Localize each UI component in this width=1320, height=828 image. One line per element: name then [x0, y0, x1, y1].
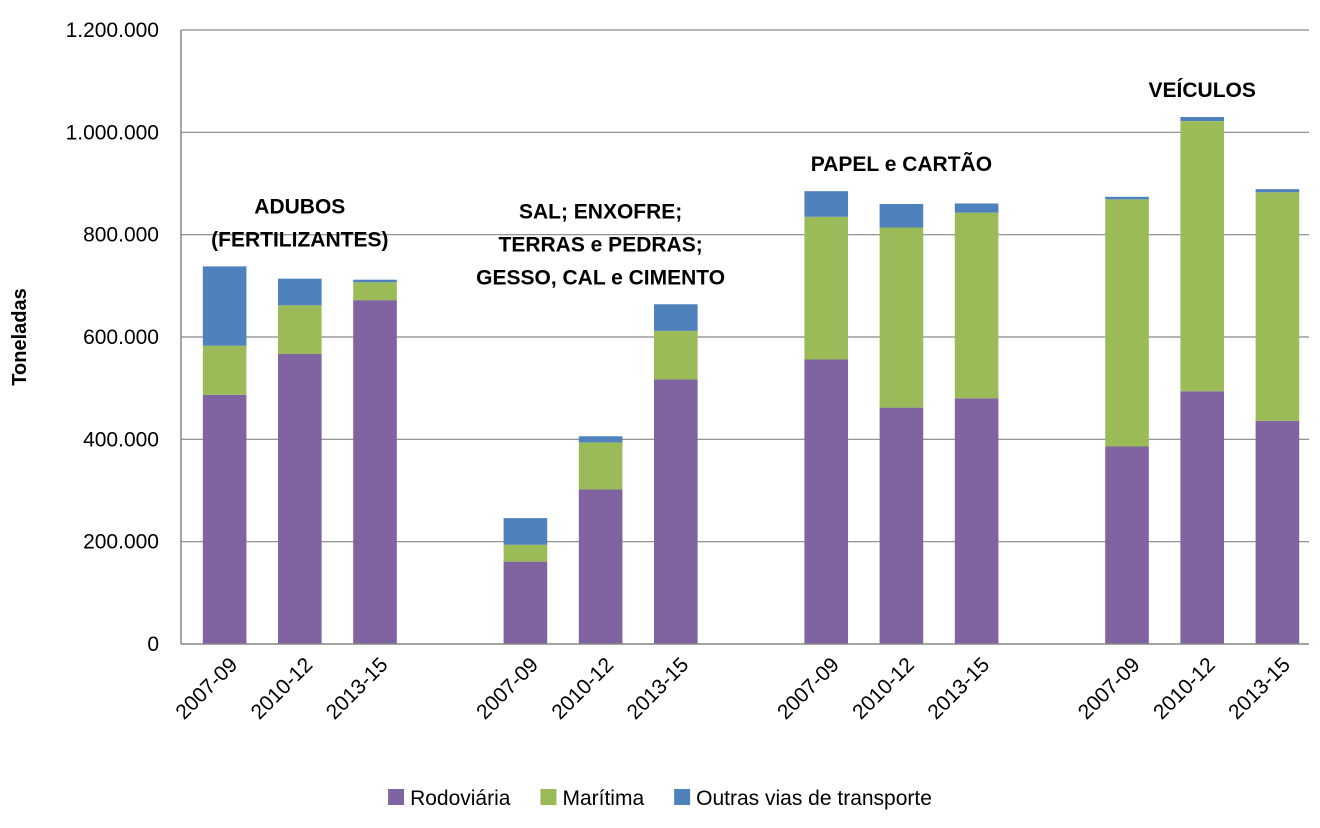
x-tick-label: 2013-15: [1224, 653, 1295, 724]
y-tick-label: 800.000: [83, 224, 159, 247]
legend-label-outras-vias-de-transporte: Outras vias de transporte: [696, 787, 932, 810]
group-label-line: VEÍCULOS: [1149, 79, 1256, 102]
group-label-line: (FERTILIZANTES): [211, 228, 388, 251]
bar-rodoviaria-2007-09: [1105, 446, 1149, 644]
bar-rodoviaria-2007-09: [202, 394, 247, 644]
bar-rodoviaria-2013-15: [353, 300, 397, 644]
bar-rodoviaria-2013-15: [1255, 420, 1300, 644]
x-tick-label: 2013-15: [923, 653, 994, 724]
y-tick-label: 0: [147, 633, 159, 656]
group-label-line: SAL; ENXOFRE;: [519, 200, 682, 223]
y-tick-label: 400.000: [83, 428, 159, 451]
x-tick-label: 2010-12: [547, 653, 618, 724]
x-tick-label: 2007-09: [773, 653, 844, 724]
group-label-line: GESSO, CAL e CIMENTO: [476, 266, 725, 289]
bar-outras-vias-de-transporte-2013-15: [353, 279, 397, 283]
bar-rodoviaria-2010-12: [278, 353, 322, 644]
bar-outras-vias-de-transporte-2013-15: [654, 304, 698, 331]
bar-maritima-2013-15: [654, 330, 698, 380]
bar-outras-vias-de-transporte-2010-12: [578, 436, 623, 443]
x-tick-label: 2010-12: [247, 653, 318, 724]
bar-maritima-2007-09: [503, 544, 548, 562]
x-tick-label: 2013-15: [322, 653, 393, 724]
bar-maritima-2013-15: [353, 282, 397, 301]
bar-outras-vias-de-transporte-2007-09: [202, 266, 247, 346]
y-tick-label: 1.200.000: [66, 19, 159, 42]
legend-swatch-maritima: [540, 789, 557, 805]
bar-rodoviaria-2007-09: [804, 359, 849, 644]
bar-rodoviaria-2013-15: [954, 398, 999, 644]
bar-maritima-2010-12: [1180, 121, 1225, 392]
bar-maritima-2010-12: [278, 305, 322, 354]
bar-maritima-2010-12: [879, 227, 924, 408]
bar-rodoviaria-2010-12: [578, 489, 623, 644]
x-tick-label: 2007-09: [171, 653, 242, 724]
group-label-line: PAPEL e CARTÃO: [811, 153, 992, 176]
bar-outras-vias-de-transporte-2013-15: [954, 203, 999, 213]
group-labels: ADUBOS (FERTILIZANTES) SAL; ENXOFRE; TERRAS…: [211, 79, 1256, 289]
y-tick-label: 1.000.000: [66, 121, 159, 144]
bar-rodoviaria-2007-09: [503, 561, 548, 644]
x-tick-label: 2007-09: [1074, 653, 1145, 724]
bar-rodoviaria-2010-12: [879, 407, 924, 644]
x-tick-label: 2010-12: [1149, 653, 1220, 724]
y-tick-labels: 0 200.000 400.000 600.000 800.000 1.000.000 1.…: [66, 19, 159, 656]
x-tick-label: 2007-09: [472, 653, 543, 724]
legend: Rodoviária Marítima Outras vias de transpo…: [388, 787, 932, 810]
group-label-line: TERRAS e PEDRAS;: [499, 233, 703, 256]
y-axis-title: Toneladas: [9, 288, 31, 385]
y-tick-label: 200.000: [83, 531, 159, 554]
bar-outras-vias-de-transporte-2010-12: [278, 278, 322, 306]
legend-label-maritima: Marítima: [562, 787, 644, 810]
bar-maritima-2007-09: [202, 345, 247, 395]
bar-rodoviaria-2010-12: [1180, 391, 1225, 644]
axes: [180, 30, 1309, 645]
legend-swatch-outras-vias-de-transporte: [674, 789, 691, 805]
bar-rodoviaria-2013-15: [654, 379, 698, 644]
bar-outras-vias-de-transporte-2010-12: [1180, 116, 1225, 122]
bar-maritima-2007-09: [1105, 199, 1149, 447]
bar-outras-vias-de-transporte-2007-09: [1105, 196, 1149, 200]
bar-maritima-2013-15: [1255, 192, 1300, 421]
bar-outras-vias-de-transporte-2013-15: [1255, 189, 1300, 193]
x-tick-label: 2013-15: [623, 653, 694, 724]
bar-outras-vias-de-transporte-2007-09: [503, 518, 548, 545]
x-tick-labels: 2007-09 2010-12 2013-15 2007-09 2010-12 2013-…: [171, 653, 1295, 724]
legend-swatch-rodoviaria: [388, 789, 405, 805]
y-tick-label: 600.000: [83, 326, 159, 349]
bar-maritima-2010-12: [578, 442, 623, 490]
group-label-line: ADUBOS: [254, 195, 345, 218]
bar-outras-vias-de-transporte-2010-12: [879, 203, 924, 228]
legend-label-rodoviaria: Rodoviária: [410, 787, 511, 810]
bar-outras-vias-de-transporte-2007-09: [804, 191, 849, 217]
bars: [202, 116, 1300, 644]
x-tick-label: 2010-12: [848, 653, 919, 724]
bar-maritima-2007-09: [804, 216, 849, 360]
bar-maritima-2013-15: [954, 212, 999, 399]
